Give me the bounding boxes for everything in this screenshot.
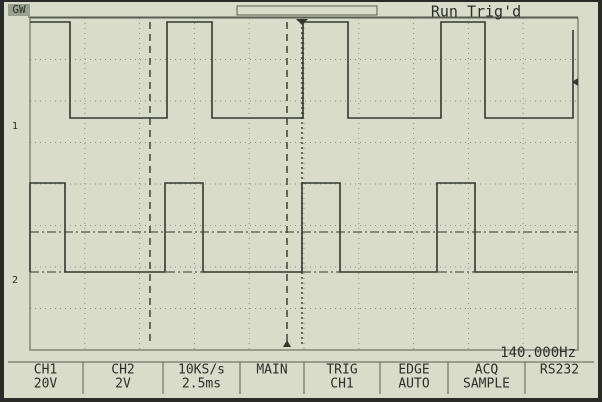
channel-1-marker: 1 [12,121,18,132]
oscilloscope-screen: GW Run Trig'd 1 2 140.000Hz CH120VCH22V1… [0,0,602,402]
menu-label: CH2 [111,363,134,378]
menu-label: 2V [115,377,131,392]
menu-label: EDGE [398,363,429,378]
menu-label: 10KS/s [178,363,225,378]
menu-label: MAIN [256,363,287,378]
menu-label: CH1 [330,377,353,392]
menu-label: ACQ [475,363,499,378]
menu-label: 20V [34,377,58,392]
channel-2-marker: 2 [12,275,18,286]
menu-label: 2.5ms [182,377,221,392]
menu-label: SAMPLE [463,377,510,392]
menu-label: RS232 [540,363,579,378]
menu-label: AUTO [398,377,429,392]
screen-background [4,2,598,398]
menu-label: CH1 [34,363,57,378]
logo: GW [12,3,26,16]
menu-label: TRIG [326,363,357,378]
run-status: Run Trig'd [431,3,521,21]
frequency-readout: 140.000Hz [500,345,576,361]
